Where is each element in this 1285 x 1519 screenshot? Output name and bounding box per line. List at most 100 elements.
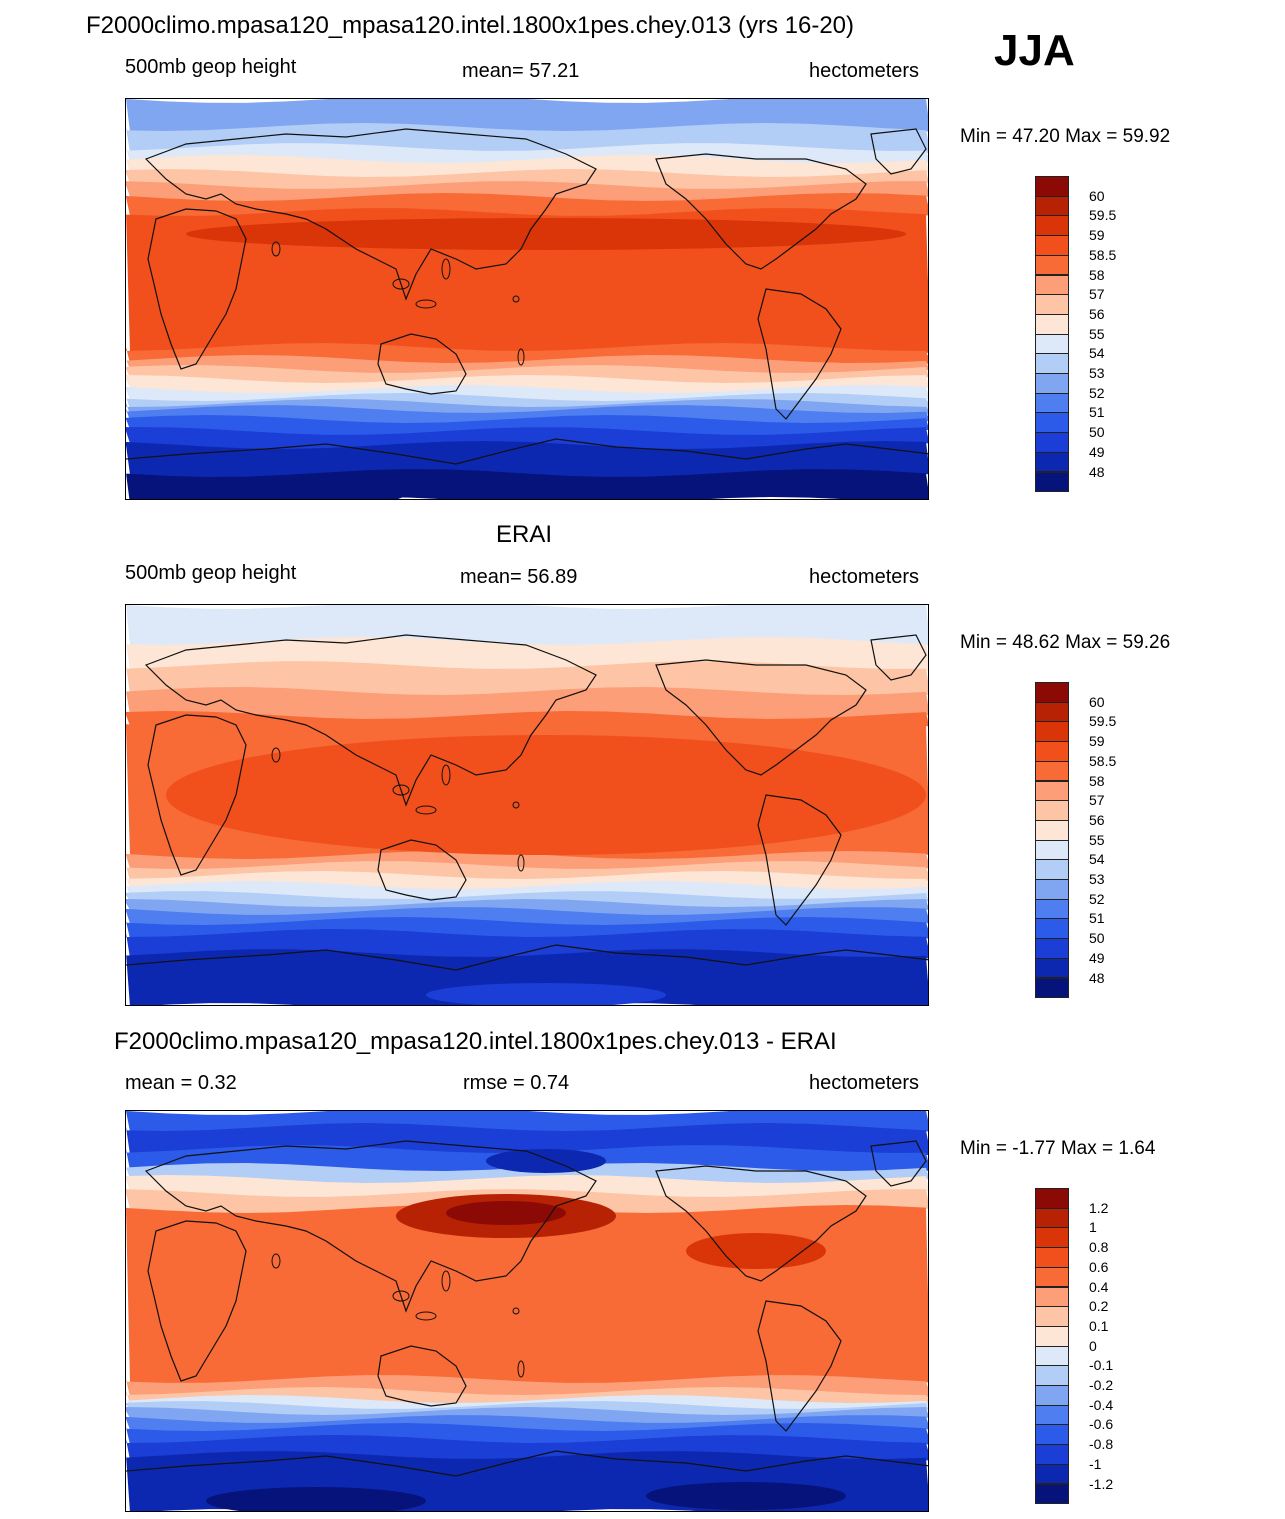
- colorbar-tick-label: 50: [1089, 424, 1105, 441]
- colorbar-swatch: [1035, 1463, 1069, 1485]
- colorbar-swatch: [1035, 760, 1069, 782]
- colorbar-tick-label: -0.2: [1089, 1377, 1114, 1393]
- colorbar-swatch: [1035, 353, 1069, 374]
- map-canvas: [126, 1111, 928, 1511]
- panel-rmse-label: rmse = 0.74: [463, 1072, 570, 1094]
- colorbar-tick-label: 0.4: [1089, 1278, 1109, 1295]
- colorbar-swatch: [1035, 918, 1069, 940]
- colorbar-tick-label: -1: [1089, 1455, 1102, 1472]
- colorbar-tick-label: 55: [1089, 325, 1105, 342]
- colorbar-tick-label: 50: [1089, 930, 1105, 947]
- colorbar-tick-label: 59.5: [1089, 207, 1117, 224]
- colorbar-swatch: [1035, 392, 1069, 414]
- panel-units-label: hectometers: [809, 1072, 920, 1094]
- colorbar-tick-label: 49: [1089, 443, 1105, 460]
- colorbar-tick-label: 60: [1089, 693, 1105, 710]
- colorbar-swatch: [1035, 721, 1069, 743]
- colorbar-swatch: [1035, 274, 1069, 296]
- colorbar-swatch: [1035, 1286, 1069, 1308]
- colorbar-tick-label: 56: [1089, 305, 1105, 322]
- colorbar-tick-label: -0.8: [1089, 1436, 1114, 1453]
- colorbar-tick-label: 58: [1089, 266, 1105, 283]
- colorbar-swatch: [1035, 412, 1069, 434]
- colorbar-tick-label: 58.5: [1089, 246, 1117, 263]
- colorbar-swatch: [1035, 254, 1069, 276]
- colorbar-swatch: [1035, 701, 1069, 723]
- colorbar-swatch: [1035, 819, 1069, 841]
- colorbar-tick-label: 60: [1089, 187, 1105, 204]
- colorbar-swatch: [1035, 195, 1069, 217]
- colorbar-tick-label: 1.2: [1089, 1199, 1109, 1216]
- colorbar-tick-label: 56: [1089, 811, 1105, 828]
- colorbar-swatch: [1035, 839, 1069, 861]
- colorbar-swatch: [1035, 313, 1069, 335]
- map-erai: [125, 604, 929, 1006]
- colorbar-swatch: [1035, 451, 1069, 473]
- colorbar-tick-label: 0.8: [1089, 1239, 1109, 1256]
- colorbar-tick-label: 51: [1089, 404, 1105, 421]
- colorbar-swatch: [1035, 235, 1069, 256]
- colorbar-swatch: [1035, 215, 1069, 237]
- panel-minmax: Min = 47.20 Max = 59.92: [960, 126, 1171, 147]
- colorbar-swatch: [1035, 1424, 1069, 1446]
- colorbar-tick-label: 51: [1089, 910, 1105, 927]
- colorbar-tick-label: 57: [1089, 286, 1105, 303]
- colorbar-tick-label: 57: [1089, 792, 1105, 809]
- colorbar-tick-label: 58: [1089, 772, 1105, 789]
- colorbar-swatch: [1035, 1188, 1069, 1209]
- map-canvas: [126, 99, 928, 499]
- colorbar-swatch: [1035, 1345, 1069, 1367]
- colorbar-tick-label: 59: [1089, 733, 1105, 750]
- colorbar-tick-label: 54: [1089, 345, 1105, 362]
- colorbar-swatch: [1035, 176, 1069, 197]
- colorbar-tick-label: 54: [1089, 851, 1105, 868]
- colorbar-swatch: [1035, 1365, 1069, 1386]
- colorbar-swatch: [1035, 471, 1069, 493]
- colorbar-swatch: [1035, 682, 1069, 703]
- colorbar-tick-label: 55: [1089, 831, 1105, 848]
- panel-mean-label: mean = 0.32: [125, 1072, 237, 1094]
- colorbar-swatch: [1035, 1325, 1069, 1347]
- panel-title: F2000climo.mpasa120_mpasa120.intel.1800x…: [114, 1028, 837, 1055]
- colorbar-swatch: [1035, 1207, 1069, 1229]
- map-canvas: [126, 605, 928, 1005]
- colorbar-tick-label: 59: [1089, 227, 1105, 244]
- colorbar-swatch: [1035, 780, 1069, 802]
- colorbar-tick-label: -1.2: [1089, 1475, 1114, 1492]
- colorbar-tick-label: -0.1: [1089, 1357, 1114, 1374]
- colorbar-swatch: [1035, 879, 1069, 900]
- colorbar-swatch: [1035, 1247, 1069, 1268]
- panel-mean-label: mean= 56.89: [460, 566, 578, 588]
- colorbar-swatch: [1035, 1483, 1069, 1505]
- colorbar-tick-label: -0.4: [1089, 1396, 1114, 1413]
- colorbar-tick-label: 48: [1089, 969, 1105, 986]
- colorbar-swatch: [1035, 938, 1069, 959]
- figure-title: F2000climo.mpasa120_mpasa120.intel.1800x…: [86, 12, 855, 39]
- colorbar-swatch: [1035, 1266, 1069, 1288]
- colorbar-swatch: [1035, 373, 1069, 394]
- colorbar-swatch: [1035, 957, 1069, 979]
- colorbar-tick-label: 58.5: [1089, 752, 1117, 769]
- colorbar-tick-label: 0.6: [1089, 1258, 1109, 1275]
- colorbar-swatch: [1035, 1227, 1069, 1249]
- colorbar-tick-label: 53: [1089, 871, 1105, 887]
- colorbar-tick-label: 1: [1089, 1219, 1097, 1236]
- panel-title: ERAI: [496, 521, 553, 548]
- colorbar-swatch: [1035, 800, 1069, 821]
- panel-field-label: 500mb geop height: [125, 562, 297, 584]
- colorbar-swatch: [1035, 294, 1069, 315]
- colorbar-swatch: [1035, 977, 1069, 999]
- panel-units-label: hectometers: [809, 566, 920, 588]
- colorbar-swatch: [1035, 859, 1069, 880]
- panel-mean-label: mean= 57.21: [462, 60, 580, 82]
- panel-units-label: hectometers: [809, 60, 920, 82]
- colorbar-tick-label: 0.2: [1089, 1298, 1109, 1315]
- colorbar-swatch: [1035, 741, 1069, 762]
- panel-minmax: Min = -1.77 Max = 1.64: [960, 1138, 1156, 1159]
- colorbar-tick-label: 0: [1089, 1337, 1097, 1354]
- map-model: [125, 98, 929, 500]
- colorbar-swatch: [1035, 1444, 1069, 1465]
- colorbar-swatch: [1035, 898, 1069, 920]
- season-label: JJA: [994, 26, 1075, 75]
- colorbar-tick-label: -0.6: [1089, 1416, 1114, 1433]
